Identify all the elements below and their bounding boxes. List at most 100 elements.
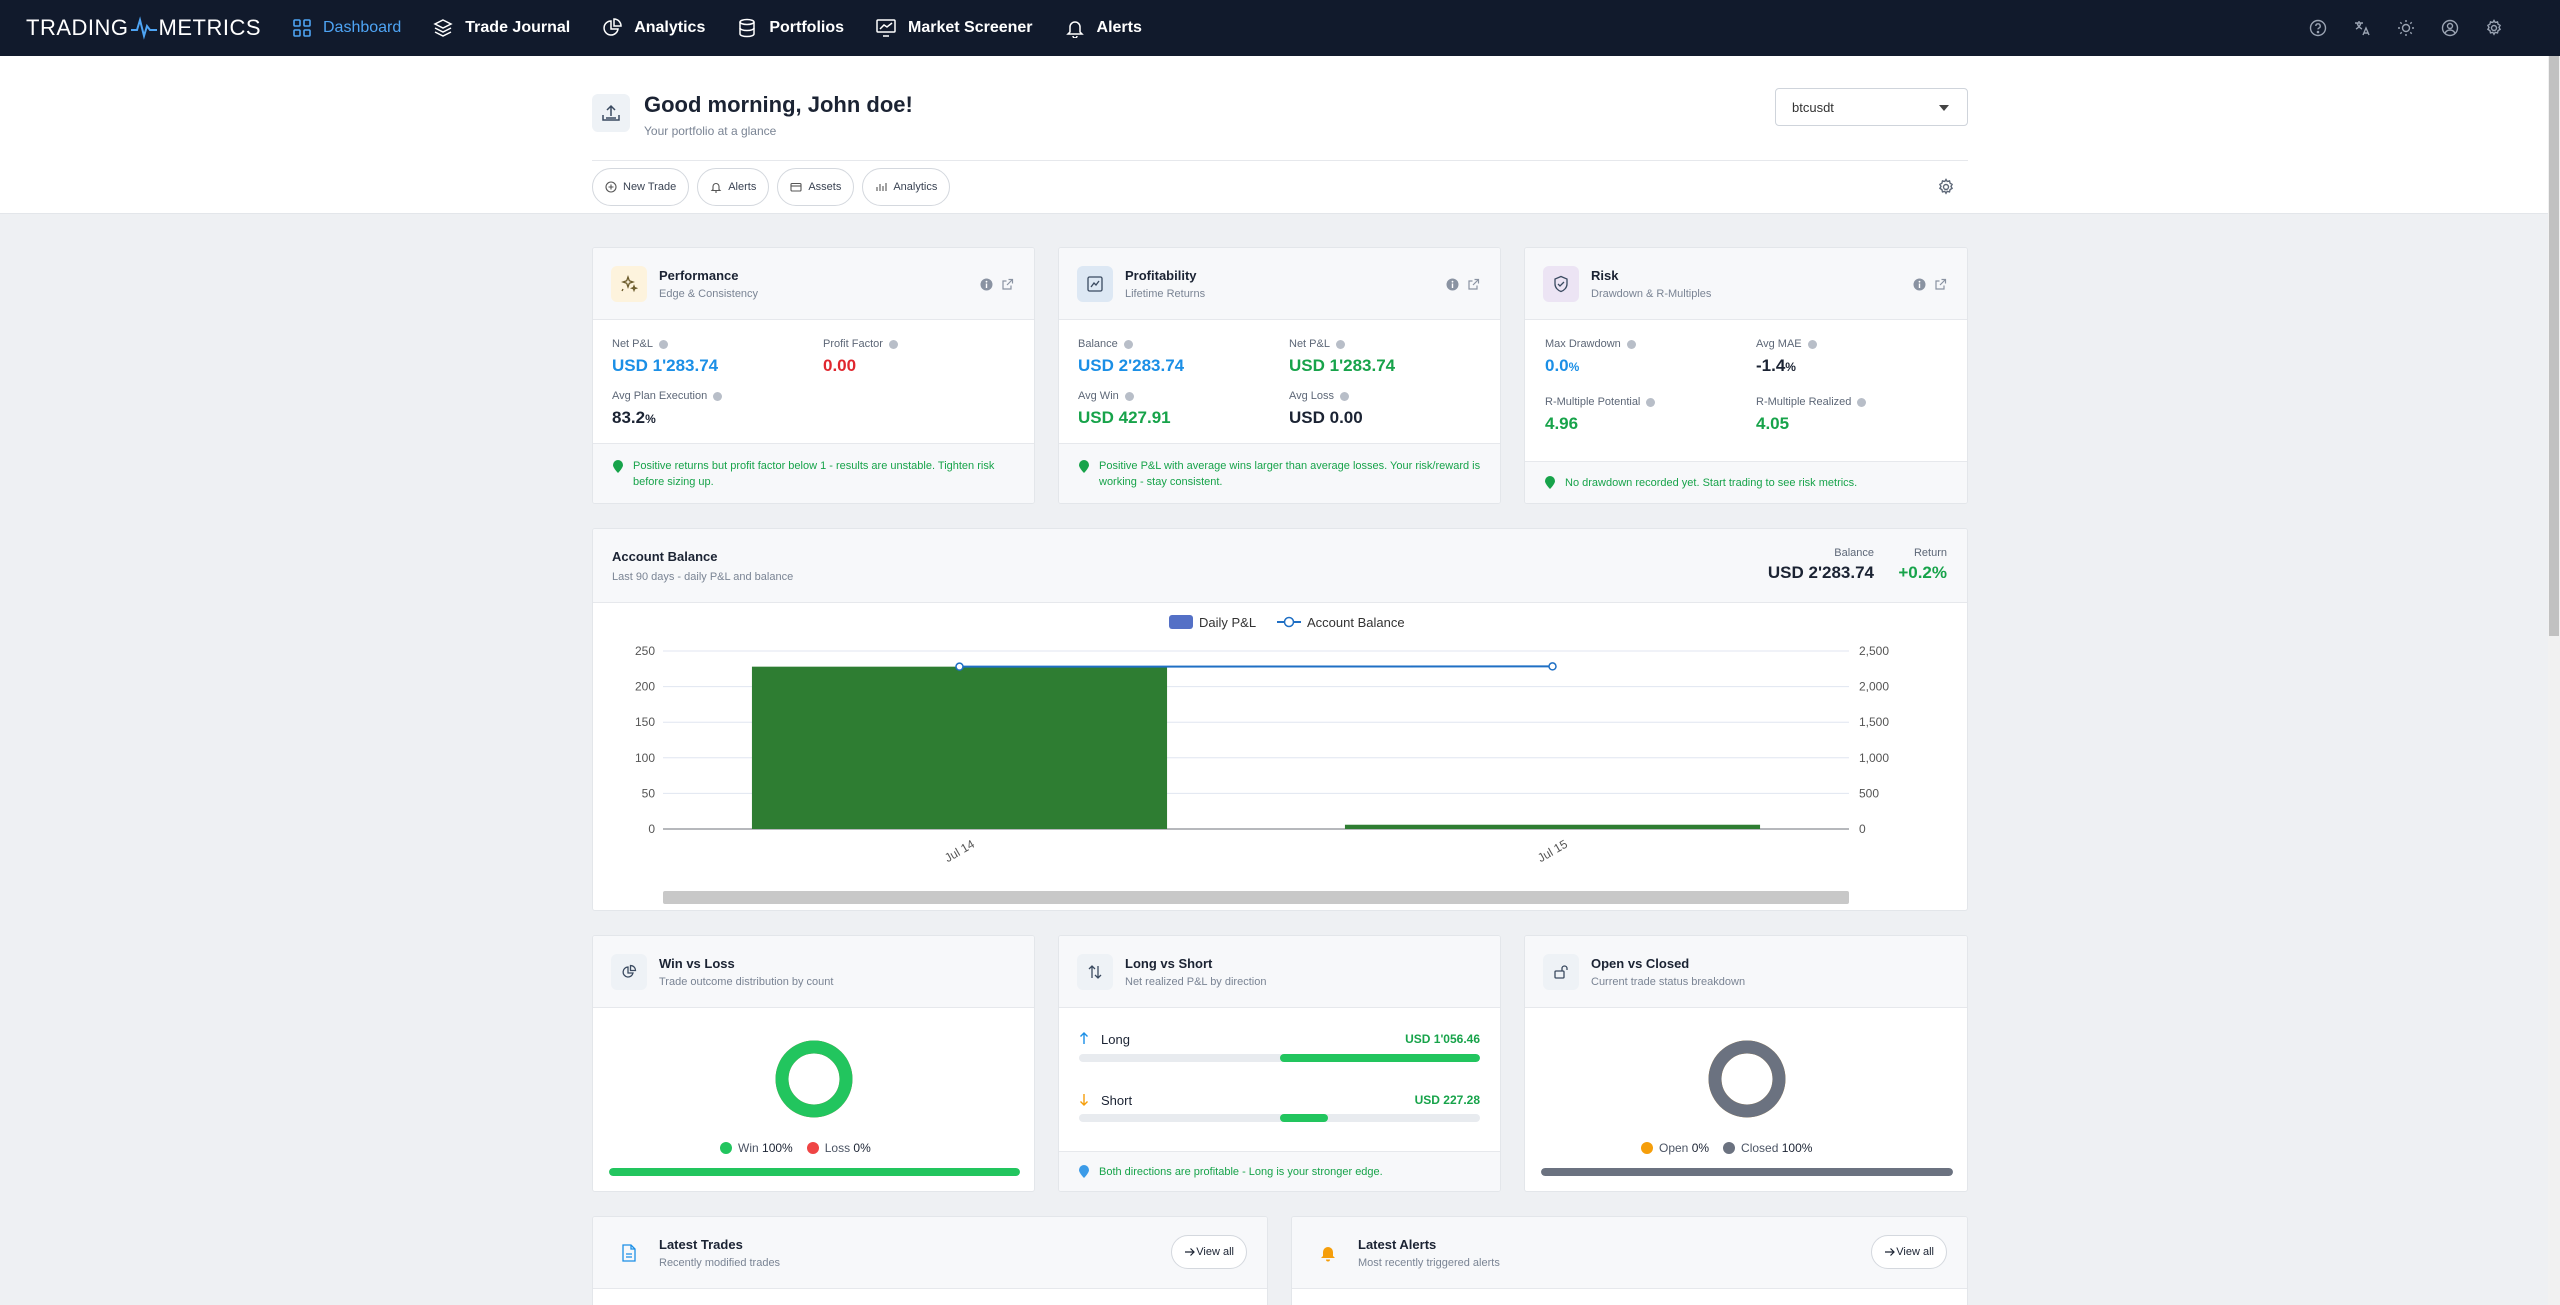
nav-item-label: Trade Journal	[465, 19, 571, 36]
r-potential-label: R-Multiple Potential	[1545, 396, 1641, 408]
pie-chart-icon	[603, 18, 622, 36]
upload-tray-icon	[592, 94, 630, 132]
nav-item-alerts[interactable]: Alerts	[1065, 18, 1142, 38]
info-icon[interactable]	[1646, 397, 1656, 407]
theme-sun-icon[interactable]	[2396, 18, 2416, 38]
legend-label-daily-pnl: Daily P&L	[1199, 615, 1256, 630]
card-subtitle: Recently modified trades	[659, 1257, 781, 1269]
external-link-icon[interactable]	[1467, 278, 1480, 291]
info-icon[interactable]	[888, 339, 898, 349]
r-realized-value: 4.05	[1756, 414, 1790, 433]
net-pnl-value: USD 1'283.74	[612, 356, 719, 375]
assets-label: Assets	[808, 181, 842, 193]
nav-item-portfolios[interactable]: Portfolios	[737, 18, 844, 38]
avg-mae-metric: Avg MAE -1.4%	[1756, 338, 1817, 376]
arrow-right-icon	[1185, 1248, 1196, 1256]
avg-plan-value: 83.2	[612, 408, 646, 427]
logo-text-left: TRADING	[26, 15, 129, 40]
logo-text-right: METRICS	[158, 15, 261, 40]
database-icon	[739, 18, 756, 38]
y-right-tick-label: 0	[1859, 822, 1866, 836]
view-all-trades-button[interactable]: View all	[1171, 1235, 1247, 1269]
card-title: Open vs Closed	[1591, 956, 1690, 971]
info-icon[interactable]	[1340, 391, 1350, 401]
bell-icon	[1065, 21, 1084, 38]
r-multiple-potential-metric: R-Multiple Potential 4.96	[1545, 396, 1656, 434]
long-pnl-bar-fill	[1279, 1054, 1480, 1062]
info-icon[interactable]	[1123, 339, 1133, 349]
page-scrollbar[interactable]	[2548, 56, 2560, 1305]
short-pnl-bar	[1079, 1114, 1480, 1122]
tip-line-1: Positive returns but profit factor below…	[633, 460, 995, 472]
nav-item-dashboard[interactable]: Dashboard	[293, 19, 401, 37]
nav-item-market-screener[interactable]: Market Screener	[876, 18, 1033, 38]
short-value: USD 227.28	[1414, 1093, 1480, 1107]
assets-button[interactable]: Assets	[777, 168, 855, 206]
symbol-select[interactable]: btcusdt	[1775, 88, 1968, 126]
chart-zoom-scrollbar[interactable]	[663, 891, 1849, 904]
external-link-icon[interactable]	[1934, 278, 1947, 291]
nav-item-label: Dashboard	[323, 19, 402, 36]
x-tick-label: Jul 15	[1535, 837, 1570, 865]
page-scrollbar-thumb[interactable]	[2549, 56, 2559, 636]
tip-text: Both directions are profitable - Long is…	[1099, 1166, 1383, 1178]
y-left-tick-label: 100	[635, 751, 655, 765]
external-link-icon[interactable]	[1001, 278, 1014, 291]
settings-gear-icon[interactable]	[2484, 18, 2504, 38]
alerts-button[interactable]: Alerts	[697, 168, 770, 206]
legend-swatch-daily-pnl	[1169, 615, 1193, 629]
bar-chart-icon	[876, 183, 887, 191]
tip-line-1: Positive P&L with average wins larger th…	[1099, 460, 1481, 472]
card-subtitle: Current trade status breakdown	[1591, 976, 1746, 988]
y-left-tick-label: 0	[648, 822, 655, 836]
y-right-tick-label: 1,500	[1859, 715, 1889, 729]
view-all-alerts-button[interactable]: View all	[1871, 1235, 1947, 1269]
alerts-label: Alerts	[728, 181, 757, 193]
chart-box-icon	[1077, 266, 1113, 302]
r-multiple-realized-metric: R-Multiple Realized 4.05	[1756, 396, 1867, 434]
net-pnl-metric: Net P&L USD 1'283.74	[612, 338, 718, 376]
info-icon[interactable]	[1446, 278, 1459, 291]
info-icon[interactable]	[1913, 278, 1926, 291]
nav-item-trade-journal[interactable]: Trade Journal	[433, 18, 570, 38]
analytics-label: Analytics	[893, 181, 938, 193]
info-icon[interactable]	[980, 278, 993, 291]
account-balance-chart: 0 50 100 150 200 250 0 500 1,000 1,500 2,000 2,500 J…	[635, 615, 1889, 865]
latest-alerts-card: Latest Alerts Most recently triggered al…	[1291, 1216, 1968, 1305]
logo[interactable]: TRADING METRICS	[26, 15, 261, 41]
donut-segment	[1708, 1040, 1786, 1118]
pnl-bar	[1344, 824, 1761, 829]
info-icon[interactable]	[713, 391, 723, 401]
analytics-button[interactable]: Analytics	[862, 168, 951, 206]
info-icon[interactable]	[1807, 339, 1817, 349]
info-icon[interactable]	[658, 339, 668, 349]
info-icon[interactable]	[1857, 397, 1867, 407]
profitability-tip: Positive P&L with average wins larger th…	[1059, 443, 1500, 503]
card-title: Long vs Short	[1125, 956, 1213, 971]
nav-item-analytics[interactable]: Analytics	[602, 18, 705, 38]
nav-item-label: Portfolios	[769, 19, 845, 36]
info-icon[interactable]	[1626, 339, 1636, 349]
avg-mae-label: Avg MAE	[1756, 338, 1802, 350]
open-closed-card: Open vs Closed Current trade status brea…	[1524, 935, 1968, 1192]
net-pnl-metric: Net P&L USD 1'283.74	[1289, 338, 1395, 376]
profit-factor-value: 0.00	[823, 356, 857, 375]
pnl-bar	[751, 666, 1168, 829]
net-pnl-value: USD 1'283.74	[1289, 356, 1396, 375]
performance-tip: Positive returns but profit factor below…	[593, 443, 1034, 503]
caret-down-icon	[1939, 105, 1949, 111]
info-icon[interactable]	[1335, 339, 1345, 349]
long-label: Long	[1101, 1032, 1130, 1047]
bell-alert-icon	[1310, 1235, 1346, 1271]
open-label: Open	[1659, 1141, 1689, 1155]
help-icon[interactable]	[2308, 18, 2328, 38]
new-trade-button[interactable]: New Trade	[592, 168, 690, 206]
info-icon[interactable]	[1124, 391, 1134, 401]
performance-card: Performance Edge & Consistency Net P&L U…	[592, 247, 1035, 504]
gear-icon[interactable]	[1937, 178, 1955, 201]
balance-label: Balance	[1834, 547, 1874, 559]
user-account-icon[interactable]	[2440, 18, 2460, 38]
win-loss-legend: Win 100% Loss 0%	[706, 1141, 871, 1155]
translate-icon[interactable]	[2352, 18, 2372, 38]
card-title: Account Balance	[612, 549, 718, 564]
